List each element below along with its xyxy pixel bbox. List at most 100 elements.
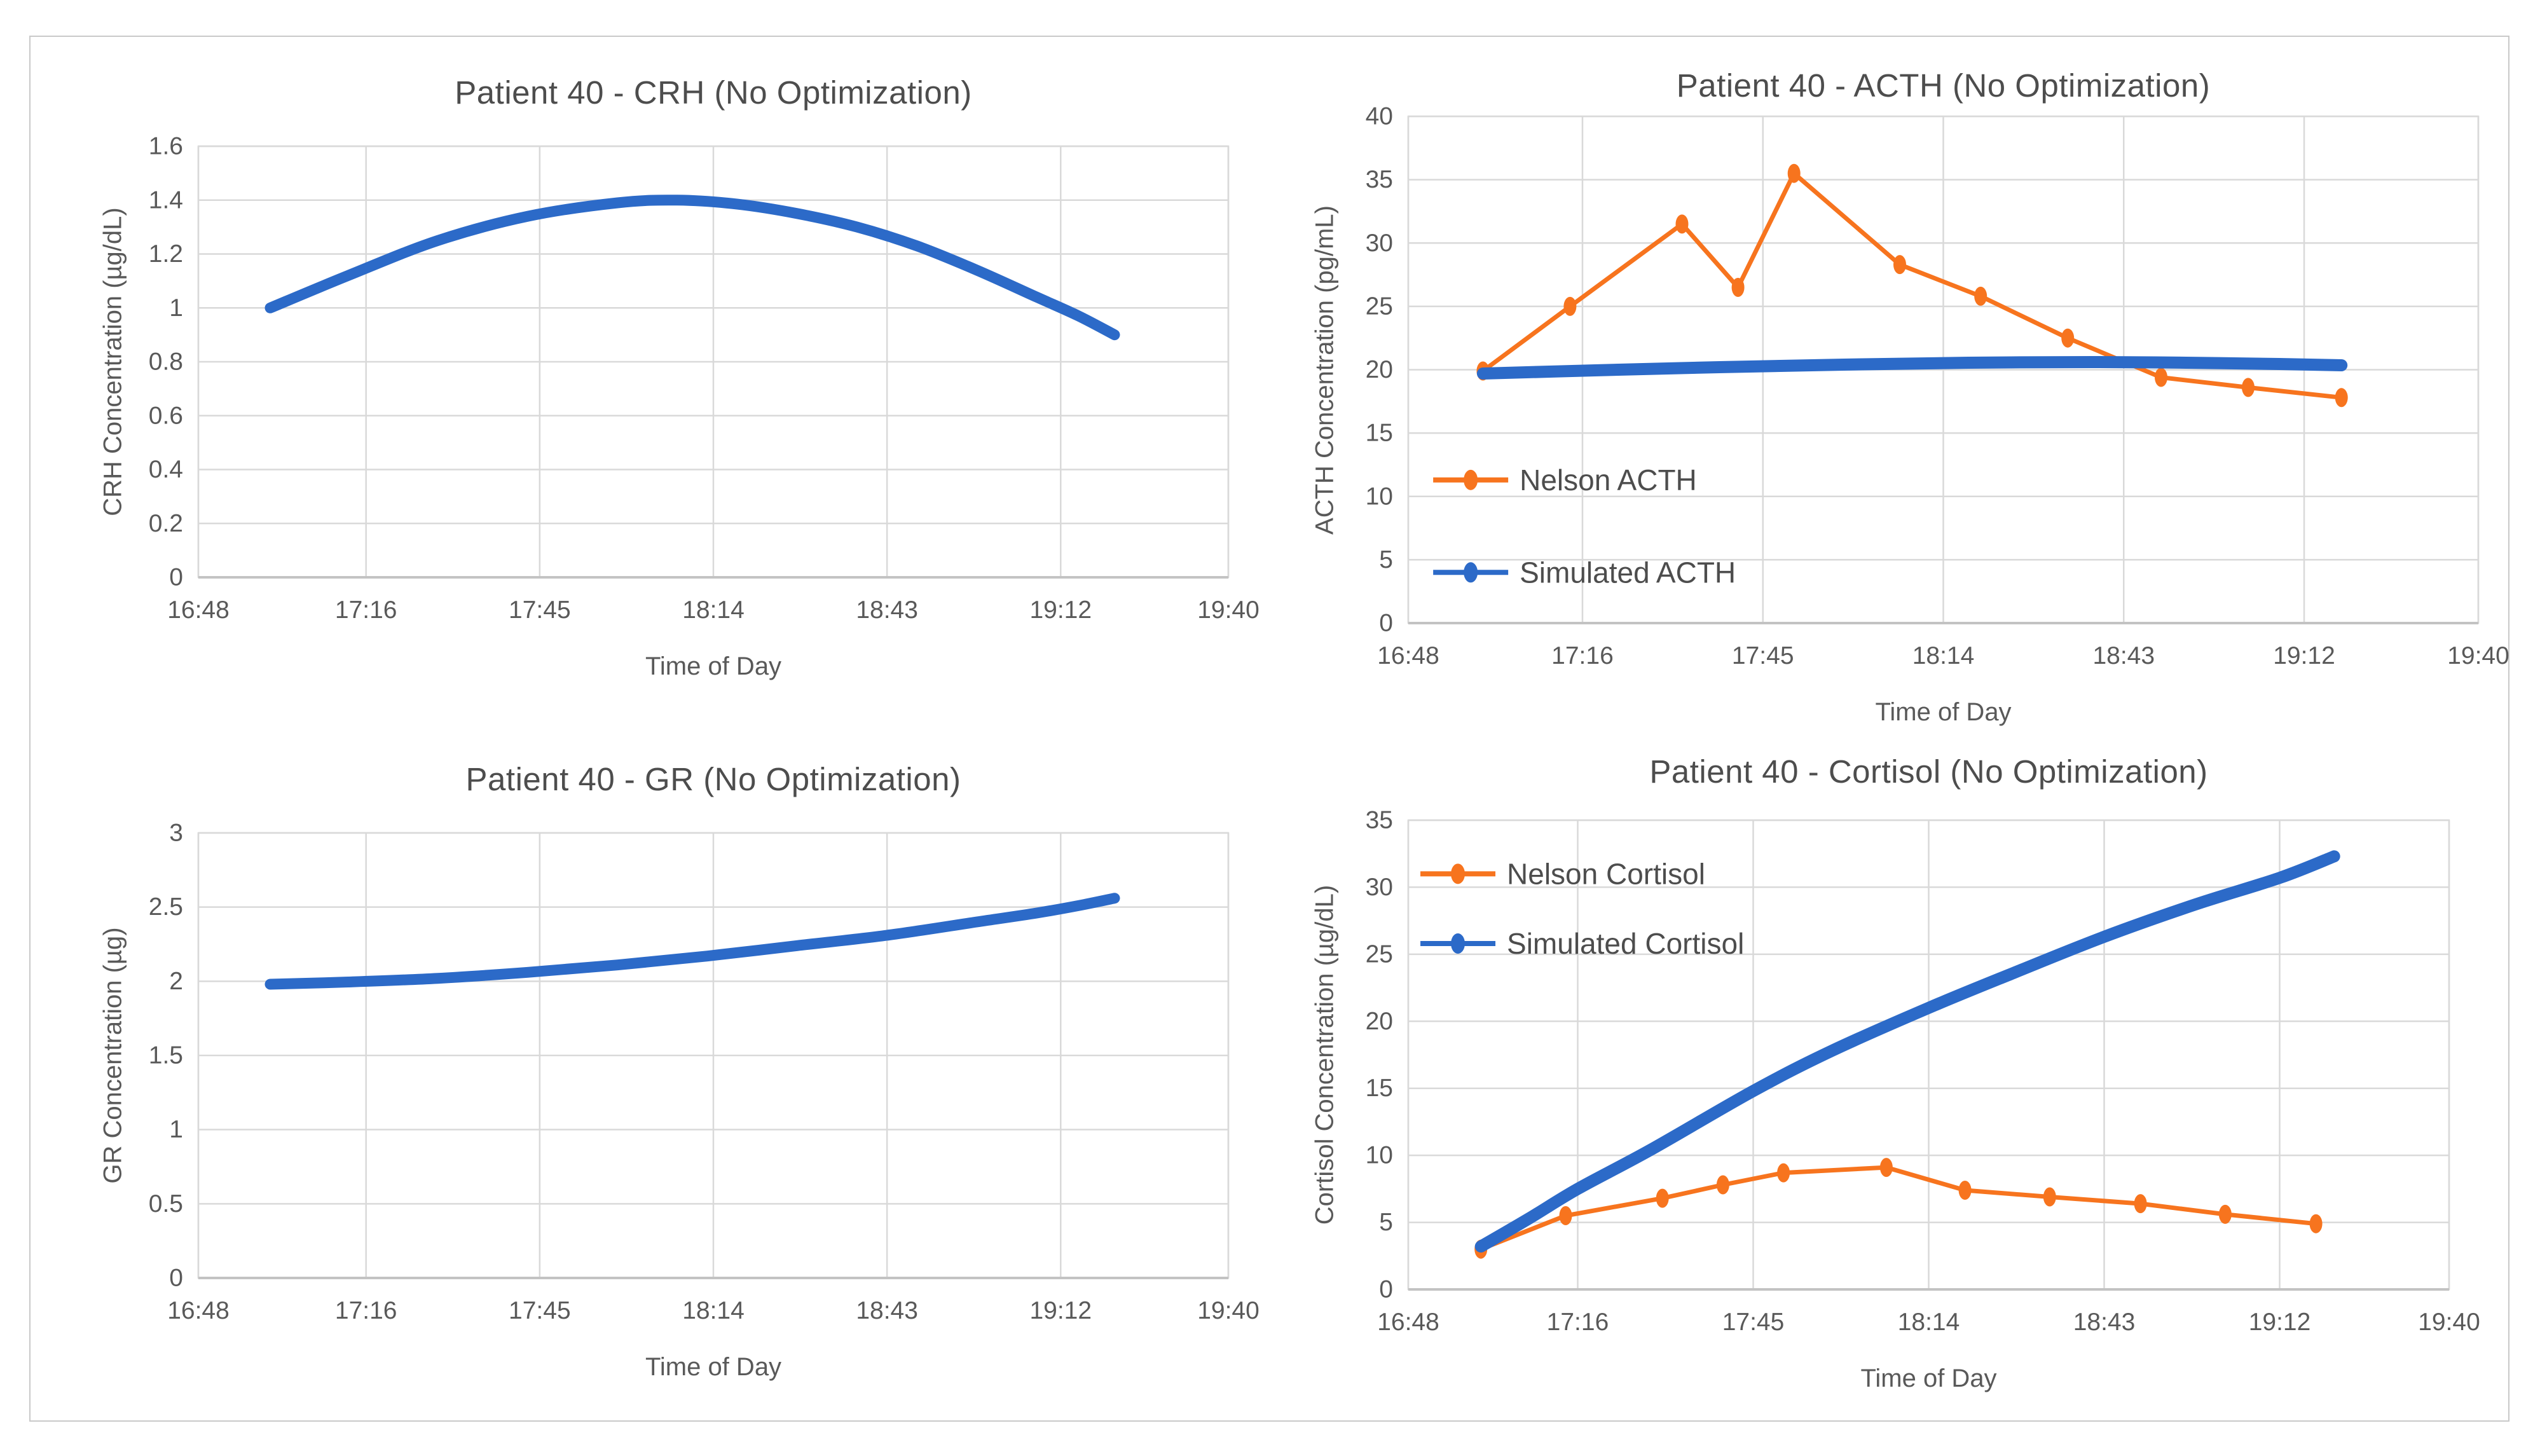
y-tick-label: 35 bbox=[1366, 807, 1393, 834]
y-tick-label: 1.5 bbox=[149, 1042, 183, 1069]
y-tick-label: 25 bbox=[1366, 292, 1393, 320]
x-tick-label: 18:14 bbox=[682, 596, 745, 624]
x-tick-label: 18:43 bbox=[2073, 1308, 2136, 1336]
x-tick-label: 18:14 bbox=[1912, 642, 1975, 670]
y-tick-label: 5 bbox=[1379, 546, 1393, 573]
y-tick-label: 2.5 bbox=[149, 893, 183, 921]
data-point-marker bbox=[1974, 286, 1987, 306]
plot-area-gr: 16:48 17:16 17:45 18:14 18:43 19:12 19:40 0 0.5 1… bbox=[149, 820, 1260, 1325]
y-tick-label: 1 bbox=[169, 1116, 183, 1143]
series-simulated-acth bbox=[1476, 356, 2348, 380]
x-tick-label: 19:12 bbox=[2273, 642, 2335, 670]
y-axis-title-cortisol: Cortisol Concentration (µg/dL) bbox=[1310, 884, 1339, 1225]
chart-gr: 16:48 17:16 17:45 18:14 18:43 19:12 19:40 0 0.5 1… bbox=[38, 736, 1265, 1439]
y-tick-label: 25 bbox=[1366, 940, 1393, 968]
y-tick-label: 3 bbox=[169, 820, 183, 847]
legend: Nelson Cortisol Simulated Cortisol bbox=[1420, 857, 1744, 960]
x-tick-label: 17:16 bbox=[335, 1297, 397, 1324]
data-point-marker bbox=[2335, 388, 2348, 408]
y-tick-label: 5 bbox=[1379, 1209, 1393, 1236]
x-tick-label: 17:45 bbox=[1732, 642, 1794, 670]
gridlines bbox=[197, 832, 1230, 1279]
tick-labels: 16:48 17:16 17:45 18:14 18:43 19:12 19:40 0 5 10 1… bbox=[1366, 103, 2509, 670]
data-point-marker bbox=[2043, 1187, 2056, 1207]
x-tick-label: 16:48 bbox=[167, 1297, 230, 1324]
y-tick-label: 0.6 bbox=[149, 402, 183, 429]
x-tick-label: 17:45 bbox=[509, 1297, 571, 1324]
data-point-marker bbox=[2155, 367, 2167, 387]
plot-area-crh: 16:48 17:16 17:45 18:14 18:43 19:12 19:40 0 0.2 0… bbox=[149, 133, 1260, 624]
y-tick-label: 0.2 bbox=[149, 510, 183, 537]
y-tick-label: 0.5 bbox=[149, 1190, 183, 1218]
data-point-marker bbox=[2061, 328, 2075, 348]
chart-crh: 16:48 17:16 17:45 18:14 18:43 19:12 19:40 0 0.2 0… bbox=[38, 37, 1265, 730]
data-point-marker bbox=[1879, 1158, 1893, 1178]
y-tick-label: 1.4 bbox=[149, 186, 183, 214]
y-tick-label: 1.2 bbox=[149, 240, 183, 268]
y-axis-title-crh: CRH Concentration (µg/dL) bbox=[99, 207, 127, 516]
y-tick-label: 35 bbox=[1366, 166, 1393, 193]
gridlines bbox=[197, 145, 1230, 579]
y-axis-title-acth: ACTH Concentration (pg/mL) bbox=[1310, 205, 1339, 535]
tick-labels: 16:48 17:16 17:45 18:14 18:43 19:12 19:40 0 0.5 1… bbox=[149, 820, 1260, 1325]
y-tick-label: 0 bbox=[1379, 610, 1393, 637]
data-point-marker bbox=[1958, 1181, 1972, 1200]
data-point-marker bbox=[1731, 278, 1745, 297]
series-nelson-acth bbox=[1476, 163, 2348, 408]
x-tick-label: 16:48 bbox=[1377, 1308, 1439, 1336]
y-tick-label: 2 bbox=[169, 968, 183, 995]
data-point-marker bbox=[1559, 1206, 1572, 1225]
legend-label: Nelson ACTH bbox=[1520, 464, 1697, 497]
x-tick-label: 17:16 bbox=[1547, 1308, 1609, 1336]
x-tick-label: 19:12 bbox=[1029, 596, 1092, 624]
y-tick-label: 30 bbox=[1366, 230, 1393, 257]
data-point-marker bbox=[1656, 1188, 1669, 1208]
chart-title-crh: Patient 40 - CRH (No Optimization) bbox=[455, 74, 972, 111]
y-tick-label: 0 bbox=[169, 1265, 183, 1292]
x-tick-label: 18:43 bbox=[2092, 642, 2155, 670]
legend-marker bbox=[1451, 863, 1466, 884]
y-tick-label: 1 bbox=[169, 294, 183, 322]
plot-area-acth: Nelson ACTH Simulated ACTH 16:48 17:16 17:45… bbox=[1366, 103, 2509, 670]
data-point-marker bbox=[1777, 1163, 1790, 1183]
data-point-marker bbox=[1787, 163, 1801, 183]
y-tick-label: 15 bbox=[1366, 1075, 1393, 1102]
x-tick-label: 16:48 bbox=[1377, 642, 1439, 670]
x-axis-title-gr: Time of Day bbox=[645, 1353, 782, 1381]
x-axis-title-cortisol: Time of Day bbox=[1860, 1364, 1997, 1392]
x-tick-label: 19:40 bbox=[2418, 1308, 2480, 1336]
x-tick-label: 17:16 bbox=[1551, 642, 1614, 670]
y-tick-label: 15 bbox=[1366, 420, 1393, 447]
x-axis-title-crh: Time of Day bbox=[645, 652, 782, 680]
y-tick-label: 1.6 bbox=[149, 133, 183, 160]
data-point-marker bbox=[1716, 1175, 1729, 1195]
tick-labels: 16:48 17:16 17:45 18:14 18:43 19:12 19:40 0 0.2 0… bbox=[149, 133, 1260, 624]
x-tick-label: 17:16 bbox=[335, 596, 397, 624]
x-tick-label: 18:14 bbox=[682, 1297, 745, 1324]
series-nelson-cortisol bbox=[1474, 1158, 2323, 1259]
y-tick-label: 20 bbox=[1366, 1008, 1393, 1035]
x-axis-title-acth: Time of Day bbox=[1875, 698, 2012, 726]
y-tick-label: 40 bbox=[1366, 103, 1393, 130]
x-tick-label: 19:12 bbox=[1029, 1297, 1092, 1324]
legend-marker bbox=[1464, 562, 1478, 583]
legend-marker bbox=[1451, 933, 1466, 954]
outer-border bbox=[29, 36, 2509, 1422]
data-point-marker bbox=[2309, 1214, 2323, 1233]
legend-label: Simulated Cortisol bbox=[1507, 927, 1744, 960]
series-gr-line bbox=[264, 893, 1120, 990]
x-tick-label: 19:40 bbox=[1197, 1297, 1260, 1324]
y-axis-title-gr: GR Concentration (µg) bbox=[99, 927, 127, 1184]
chart-title-acth: Patient 40 - ACTH (No Optimization) bbox=[1676, 67, 2211, 104]
x-tick-label: 19:40 bbox=[2447, 642, 2509, 670]
chart-cortisol: Nelson Cortisol Simulated Cortisol 16:48 17… bbox=[1277, 736, 2518, 1439]
legend-marker bbox=[1464, 469, 1478, 490]
y-tick-label: 0.8 bbox=[149, 348, 183, 376]
y-tick-label: 0.4 bbox=[149, 456, 183, 483]
data-point-marker bbox=[2134, 1194, 2147, 1214]
x-tick-label: 16:48 bbox=[167, 596, 230, 624]
data-point-marker bbox=[1675, 214, 1689, 234]
legend-label: Simulated ACTH bbox=[1520, 556, 1736, 589]
plot-area-cortisol: Nelson Cortisol Simulated Cortisol 16:48 17… bbox=[1366, 807, 2480, 1336]
x-tick-label: 19:40 bbox=[1197, 596, 1260, 624]
